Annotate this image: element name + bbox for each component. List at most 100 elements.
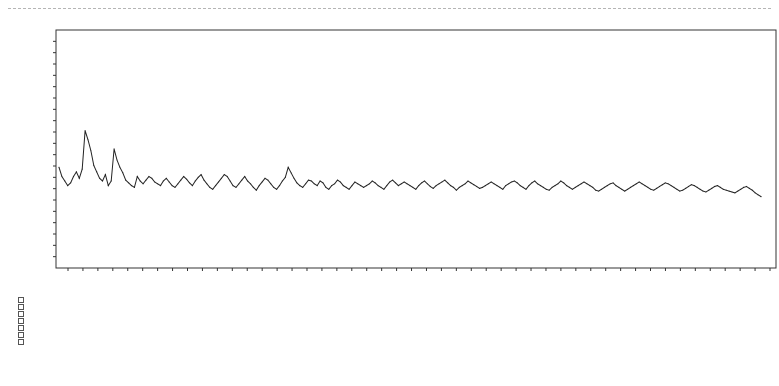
data-point — [331, 185, 333, 187]
data-point — [365, 185, 368, 187]
data-point — [667, 183, 669, 185]
data-point — [658, 185, 661, 188]
data-point — [154, 181, 156, 183]
data-point — [429, 185, 431, 188]
data-point — [409, 185, 411, 187]
data-point — [464, 183, 466, 185]
data-point — [435, 185, 437, 187]
data-point — [580, 183, 582, 185]
data-point — [577, 185, 579, 187]
data-point — [638, 181, 640, 183]
data-point — [438, 183, 440, 185]
data-point — [267, 179, 269, 181]
data-point — [72, 175, 75, 178]
data-point — [743, 186, 745, 188]
legend-row — [18, 311, 27, 317]
data-point — [255, 189, 257, 191]
data-point — [392, 179, 394, 181]
data-point — [685, 187, 687, 189]
data-point — [693, 185, 695, 187]
data-point — [450, 185, 452, 187]
data-point — [418, 185, 420, 187]
data-point — [644, 185, 646, 187]
data-point — [101, 180, 104, 182]
data-point — [258, 185, 260, 187]
data-point — [621, 188, 623, 190]
legend-swatch — [18, 332, 24, 338]
data-point — [574, 186, 576, 188]
legend-swatch — [18, 339, 24, 345]
data-point — [609, 183, 611, 185]
data-point — [447, 182, 449, 184]
data-point — [238, 183, 240, 185]
data-point — [336, 179, 339, 181]
data-point — [496, 185, 498, 187]
data-point — [81, 168, 83, 170]
data-point — [568, 186, 571, 188]
data-point — [209, 186, 211, 188]
data-point — [244, 175, 246, 178]
legend-swatch — [18, 297, 24, 303]
data-point — [194, 180, 196, 182]
data-point — [203, 179, 205, 181]
top-rule — [8, 8, 771, 9]
data-point — [676, 188, 678, 190]
data-point — [740, 188, 742, 190]
data-point — [241, 179, 243, 181]
data-point — [679, 190, 681, 192]
data-point — [412, 186, 414, 188]
data-point — [148, 175, 150, 178]
data-point — [551, 186, 553, 188]
data-point — [389, 181, 391, 183]
data-point — [534, 180, 536, 182]
data-point — [525, 188, 527, 190]
data-point — [273, 186, 275, 188]
data-point — [386, 185, 388, 187]
data-point — [719, 186, 722, 188]
data-point — [586, 183, 588, 185]
data-point — [734, 192, 736, 194]
data-point — [186, 178, 188, 180]
data-point — [159, 185, 162, 187]
data-point — [661, 184, 664, 186]
data-point — [270, 183, 272, 185]
data-point — [757, 194, 759, 196]
data-point — [232, 185, 234, 187]
data-point — [403, 181, 405, 183]
data-point — [583, 181, 585, 183]
data-point — [217, 181, 220, 183]
data-point — [737, 190, 739, 192]
data-point — [122, 172, 124, 174]
data-point — [125, 179, 127, 181]
data-point — [432, 187, 434, 189]
data-point — [624, 190, 626, 192]
data-point — [319, 180, 321, 182]
data-point — [252, 186, 254, 188]
data-point — [70, 182, 72, 184]
data-point — [426, 183, 428, 185]
data-point — [560, 180, 562, 182]
data-point — [177, 183, 179, 185]
data-point — [188, 182, 191, 184]
data-point — [618, 186, 620, 188]
data-point — [421, 182, 423, 184]
data-point — [313, 183, 315, 185]
data-point — [368, 183, 370, 185]
data-point — [635, 183, 637, 185]
data-point — [563, 182, 565, 184]
data-point — [61, 175, 63, 178]
data-point — [444, 179, 446, 181]
data-point — [287, 166, 289, 168]
data-point — [493, 183, 495, 185]
data-point — [90, 150, 92, 152]
data-point — [107, 185, 109, 187]
data-point — [502, 188, 504, 190]
data-point — [383, 188, 385, 190]
data-point — [487, 183, 489, 185]
data-point — [731, 191, 733, 193]
data-point — [699, 188, 701, 190]
data-point — [296, 182, 298, 184]
data-point — [128, 182, 130, 184]
data-point — [342, 185, 344, 187]
